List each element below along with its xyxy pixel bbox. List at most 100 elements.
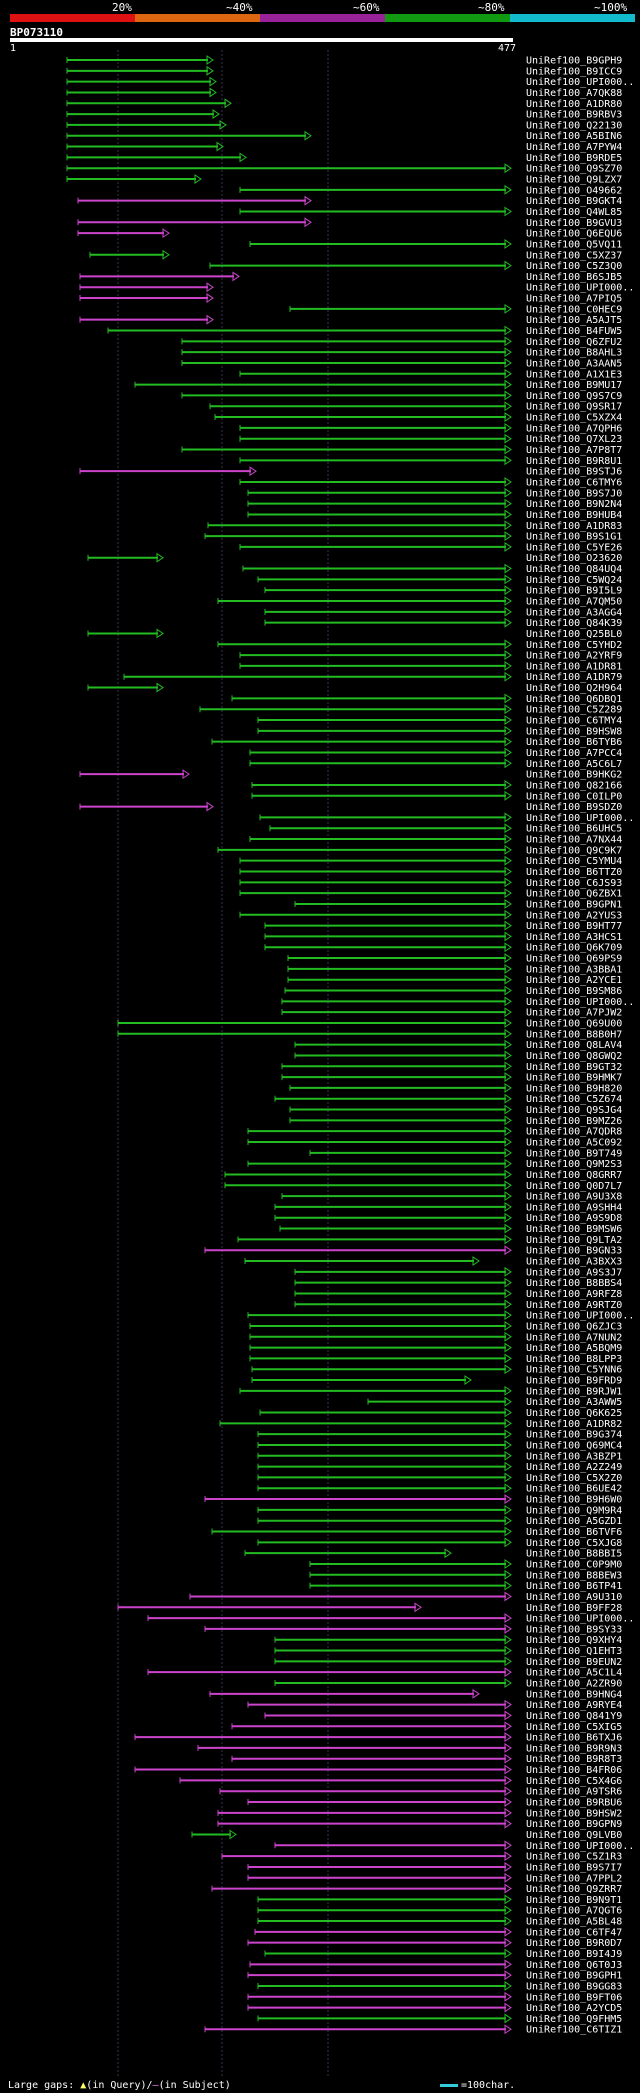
hit-label[interactable]: UniRef100_Q841Y9 [526, 1711, 622, 1722]
hit-row[interactable]: UniRef100_A9S9D8 [274, 1212, 622, 1224]
hit-row[interactable]: UniRef100_UPI000.. [247, 1310, 634, 1322]
hit-row[interactable]: UniRef100_A7P8T7 [181, 444, 622, 456]
hit-label[interactable]: UniRef100_C5Z1R3 [526, 1852, 622, 1863]
hit-label[interactable]: UniRef100_A2ZR90 [526, 1679, 622, 1690]
hit-label[interactable]: UniRef100_C6TIZ1 [526, 2025, 622, 2036]
hit-row[interactable]: UniRef100_C5XZX4 [214, 412, 622, 424]
hit-label[interactable]: UniRef100_B9GG83 [526, 1981, 622, 1992]
hit-label[interactable]: UniRef100_A1DR80 [526, 99, 622, 110]
hit-row[interactable]: UniRef100_A7NX44 [249, 834, 622, 846]
hit-label[interactable]: UniRef100_A1X1E3 [526, 369, 622, 380]
hit-label[interactable]: UniRef100_B9FRD9 [526, 1376, 622, 1387]
hit-row[interactable]: UniRef100_Q69PS9 [287, 953, 622, 965]
hit-label[interactable]: UniRef100_B9R0D7 [526, 1938, 622, 1949]
hit-row[interactable]: UniRef100_B9T749 [309, 1147, 622, 1159]
hit-row[interactable]: UniRef100_Q25BL0 [87, 628, 622, 640]
hit-row[interactable]: UniRef100_Q9LZX7 [66, 174, 622, 186]
hit-row[interactable]: UniRef100_Q7XL23 [239, 433, 622, 445]
hit-label[interactable]: UniRef100_A7NUN2 [526, 1332, 622, 1343]
hit-label[interactable]: UniRef100_Q6K625 [526, 1408, 622, 1419]
hit-label[interactable]: UniRef100_A2YCD5 [526, 2003, 622, 2014]
hit-row[interactable]: UniRef100_A7QGT6 [257, 1905, 622, 1917]
hit-row[interactable]: UniRef100_Q9SZ70 [66, 163, 622, 175]
hit-label[interactable]: UniRef100_A7PYW4 [526, 142, 622, 153]
hit-row[interactable]: UniRef100_B8LPP3 [249, 1353, 622, 1365]
hit-label[interactable]: UniRef100_Q6ZBX1 [526, 889, 622, 900]
hit-label[interactable]: UniRef100_A7QM50 [526, 597, 622, 608]
hit-label[interactable]: UniRef100_Q69MC4 [526, 1440, 622, 1451]
hit-label[interactable]: UniRef100_A3HCS1 [526, 932, 622, 943]
hit-row[interactable]: UniRef100_B8AHL3 [181, 347, 622, 359]
hit-row[interactable]: UniRef100_A2Z249 [257, 1461, 622, 1473]
hit-row[interactable]: UniRef100_C5XZ37 [89, 249, 622, 261]
hit-row[interactable]: UniRef100_O23620 [87, 552, 622, 564]
hit-row[interactable]: UniRef100_Q6ZBX1 [239, 888, 622, 900]
hit-row[interactable]: UniRef100_B9HUB4 [247, 509, 622, 521]
hit-row[interactable]: UniRef100_B9R9N3 [197, 1742, 622, 1754]
hit-row[interactable]: UniRef100_UPI000.. [79, 282, 634, 294]
hit-label[interactable]: UniRef100_C5X4G6 [526, 1776, 622, 1787]
hit-label[interactable]: UniRef100_B8LPP3 [526, 1354, 622, 1365]
hit-label[interactable]: UniRef100_C0P9M0 [526, 1559, 622, 1570]
hit-row[interactable]: UniRef100_A1X1E3 [239, 368, 622, 380]
hit-row[interactable]: UniRef100_B8B0H7 [117, 1028, 622, 1040]
hit-row[interactable]: UniRef100_Q6EQU6 [77, 228, 622, 240]
hit-row[interactable]: UniRef100_B9FRD9 [251, 1375, 622, 1387]
hit-label[interactable]: UniRef100_B9FF28 [526, 1603, 622, 1614]
hit-row[interactable]: UniRef100_A3AAN5 [181, 358, 622, 369]
hit-row[interactable]: UniRef100_B9H6W0 [204, 1494, 622, 1506]
hit-label[interactable]: UniRef100_Q9XHY4 [526, 1635, 622, 1646]
hit-label[interactable]: UniRef100_C5XZX4 [526, 413, 622, 424]
hit-row[interactable]: UniRef100_B9GG83 [257, 1981, 622, 1992]
hit-row[interactable]: UniRef100_B9R8U1 [239, 455, 622, 467]
hit-label[interactable]: UniRef100_B8B0H7 [526, 1029, 622, 1040]
hit-label[interactable]: UniRef100_Q8GRR7 [526, 1170, 622, 1181]
hit-label[interactable]: UniRef100_A5AJT5 [526, 315, 622, 326]
hit-label[interactable]: UniRef100_A1DR82 [526, 1419, 622, 1430]
hit-row[interactable]: UniRef100_B6TXJ6 [134, 1732, 622, 1744]
hit-label[interactable]: UniRef100_B9G374 [526, 1430, 622, 1441]
hit-label[interactable]: UniRef100_A9RTZ0 [526, 1300, 622, 1311]
hit-label[interactable]: UniRef100_Q9M9R4 [526, 1505, 622, 1516]
hit-row[interactable]: UniRef100_C5XIG5 [231, 1721, 622, 1733]
hit-label[interactable]: UniRef100_B9HSW2 [526, 1808, 622, 1819]
hit-row[interactable]: UniRef100_A7PIQ5 [79, 293, 622, 305]
hit-label[interactable]: UniRef100_Q9S7C9 [526, 391, 622, 402]
hit-row[interactable]: UniRef100_A7QDR8 [247, 1126, 622, 1138]
hit-row[interactable]: UniRef100_Q9ZRR7 [211, 1883, 622, 1895]
hit-label[interactable]: UniRef100_B6TYB6 [526, 737, 622, 748]
hit-label[interactable]: UniRef100_C6TMY4 [526, 716, 622, 727]
hit-row[interactable]: UniRef100_C0HEC9 [289, 303, 622, 315]
hit-row[interactable]: UniRef100_B9SM86 [284, 985, 622, 997]
hit-row[interactable]: UniRef100_Q9M2S3 [247, 1158, 622, 1170]
hit-label[interactable]: UniRef100_Q84UQ4 [526, 564, 622, 575]
hit-row[interactable]: UniRef100_A2ZR90 [274, 1678, 622, 1690]
hit-label[interactable]: UniRef100_A9SHH4 [526, 1202, 622, 1213]
hit-row[interactable]: UniRef100_Q8GWQ2 [294, 1050, 622, 1062]
hit-row[interactable]: UniRef100_B9STJ6 [79, 466, 622, 478]
hit-label[interactable]: UniRef100_B9H6W0 [526, 1495, 622, 1506]
hit-label[interactable]: UniRef100_A5BL48 [526, 1917, 622, 1928]
hit-label[interactable]: UniRef100_C5Z289 [526, 705, 622, 716]
hit-row[interactable]: UniRef100_A9U310 [189, 1591, 622, 1603]
hit-row[interactable]: UniRef100_B9HMK7 [281, 1072, 622, 1084]
hit-row[interactable]: UniRef100_A9TSR6 [219, 1786, 622, 1798]
hit-row[interactable]: UniRef100_A7PPL2 [247, 1872, 622, 1884]
hit-label[interactable]: UniRef100_B9R8U1 [526, 456, 622, 467]
hit-row[interactable]: UniRef100_B6UHC5 [269, 823, 622, 835]
hit-row[interactable]: UniRef100_A3AGG4 [264, 606, 622, 618]
hit-label[interactable]: UniRef100_A9RFZ8 [526, 1289, 622, 1300]
hit-row[interactable]: UniRef100_A3BZP1 [257, 1450, 622, 1462]
hit-row[interactable]: UniRef100_A7NUN2 [249, 1331, 622, 1343]
hit-label[interactable]: UniRef100_B9GKT4 [526, 196, 622, 207]
hit-row[interactable]: UniRef100_C5YE26 [239, 541, 622, 553]
hit-label[interactable]: UniRef100_C5YHD2 [526, 640, 622, 651]
hit-row[interactable]: UniRef100_C5X4G6 [179, 1775, 622, 1787]
hit-label[interactable]: UniRef100_C5Z674 [526, 1094, 622, 1105]
hit-label[interactable]: UniRef100_B9GN33 [526, 1246, 622, 1257]
hit-row[interactable]: UniRef100_C0ILP0 [251, 790, 622, 802]
hit-label[interactable]: UniRef100_C5XZ37 [526, 250, 622, 261]
hit-label[interactable]: UniRef100_B8BBS4 [526, 1278, 622, 1289]
hit-row[interactable]: UniRef100_B9I4J9 [264, 1948, 622, 1960]
hit-label[interactable]: UniRef100_Q7XL23 [526, 434, 622, 445]
